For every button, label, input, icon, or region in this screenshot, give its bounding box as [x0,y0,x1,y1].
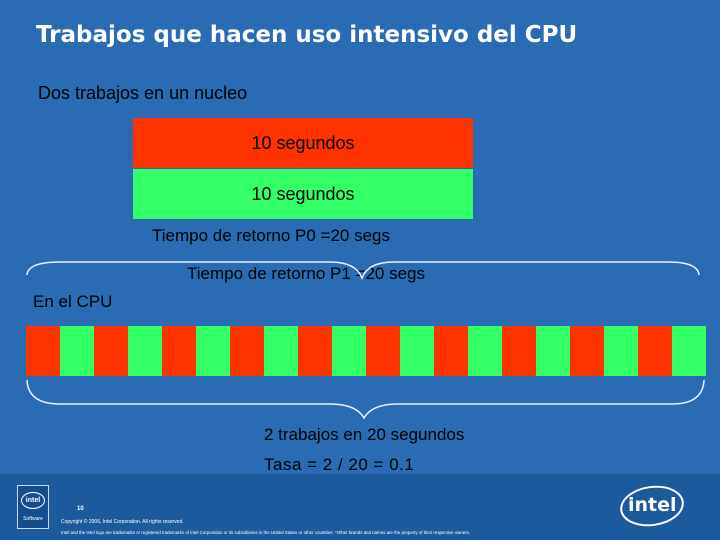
cpu-slice [570,326,604,376]
cpu-slice [60,326,94,376]
cpu-slice [128,326,162,376]
cpu-slice [366,326,400,376]
intel-logo: intel [617,481,687,531]
job-p0-bar: 10 segundos [133,118,473,168]
intel-software-badge: intel Software [17,485,49,529]
intel-logo-text: intel [628,494,677,516]
cpu-slice [604,326,638,376]
cpu-slice [298,326,332,376]
cpu-slice [230,326,264,376]
cpu-slice [638,326,672,376]
result-summary: 2 trabajos en 20 segundos [264,425,465,444]
cpu-label: En el CPU [33,292,113,311]
badge-logo: intel [21,491,45,509]
job-p0-label: 10 segundos [251,132,355,153]
cpu-timeline [26,326,706,376]
job-p1-bar: 10 segundos [133,169,473,219]
page-number: 10 [77,506,84,512]
cpu-slice [264,326,298,376]
cpu-slice [672,326,706,376]
cpu-result-brace [26,379,705,420]
cpu-slice [332,326,366,376]
legal-text: Intel and the Intel logo are trademarks … [61,530,471,535]
slide-subtitle: Dos trabajos en un nucleo [38,83,248,103]
cpu-slice [502,326,536,376]
badge-label: Software [23,516,43,522]
result-rate: Tasa = 2 / 20 = 0.1 [264,455,415,474]
cpu-slice [196,326,230,376]
job-p1-label: 10 segundos [251,183,355,204]
copyright-text: Copyright © 2006, Intel Corporation. All… [61,519,184,525]
cpu-slice [400,326,434,376]
turnaround-p0: Tiempo de retorno P0 =20 segs [152,226,390,245]
cpu-slice [94,326,128,376]
cpu-slice [26,326,60,376]
cpu-slice [162,326,196,376]
turnaround-p1: Tiempo de retorno P1 =20 segs [187,264,425,283]
footer-bar [0,474,720,540]
cpu-slice [434,326,468,376]
cpu-slice [536,326,570,376]
cpu-slice [468,326,502,376]
slide-title: Trabajos que hacen uso intensivo del CPU [36,22,578,48]
